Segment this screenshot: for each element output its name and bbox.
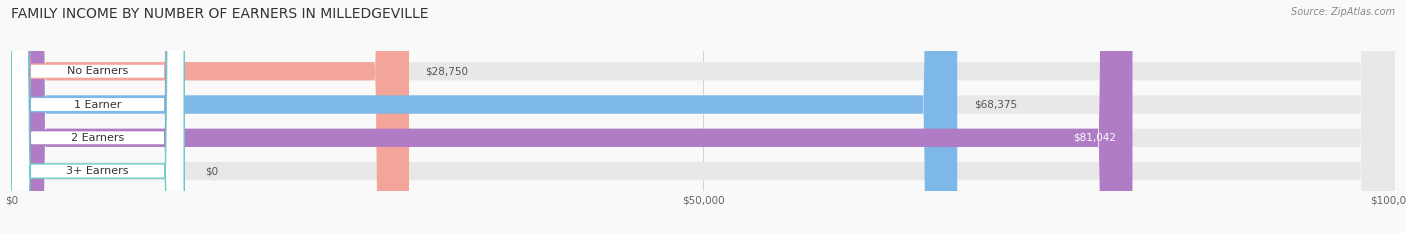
Text: 3+ Earners: 3+ Earners <box>66 166 129 176</box>
Text: $81,042: $81,042 <box>1073 133 1116 143</box>
Text: 1 Earner: 1 Earner <box>75 99 121 110</box>
FancyBboxPatch shape <box>11 0 184 233</box>
Text: 2 Earners: 2 Earners <box>72 133 124 143</box>
FancyBboxPatch shape <box>11 0 1395 233</box>
Text: $0: $0 <box>205 166 218 176</box>
FancyBboxPatch shape <box>11 0 1395 233</box>
Text: No Earners: No Earners <box>67 66 128 76</box>
FancyBboxPatch shape <box>11 0 184 233</box>
FancyBboxPatch shape <box>11 0 1395 233</box>
FancyBboxPatch shape <box>11 0 184 233</box>
FancyBboxPatch shape <box>11 0 184 233</box>
Text: $28,750: $28,750 <box>426 66 468 76</box>
FancyBboxPatch shape <box>11 0 957 233</box>
FancyBboxPatch shape <box>11 0 1132 233</box>
Text: FAMILY INCOME BY NUMBER OF EARNERS IN MILLEDGEVILLE: FAMILY INCOME BY NUMBER OF EARNERS IN MI… <box>11 7 429 21</box>
FancyBboxPatch shape <box>11 0 409 233</box>
FancyBboxPatch shape <box>11 0 1395 233</box>
Text: $68,375: $68,375 <box>974 99 1017 110</box>
Text: Source: ZipAtlas.com: Source: ZipAtlas.com <box>1291 7 1395 17</box>
